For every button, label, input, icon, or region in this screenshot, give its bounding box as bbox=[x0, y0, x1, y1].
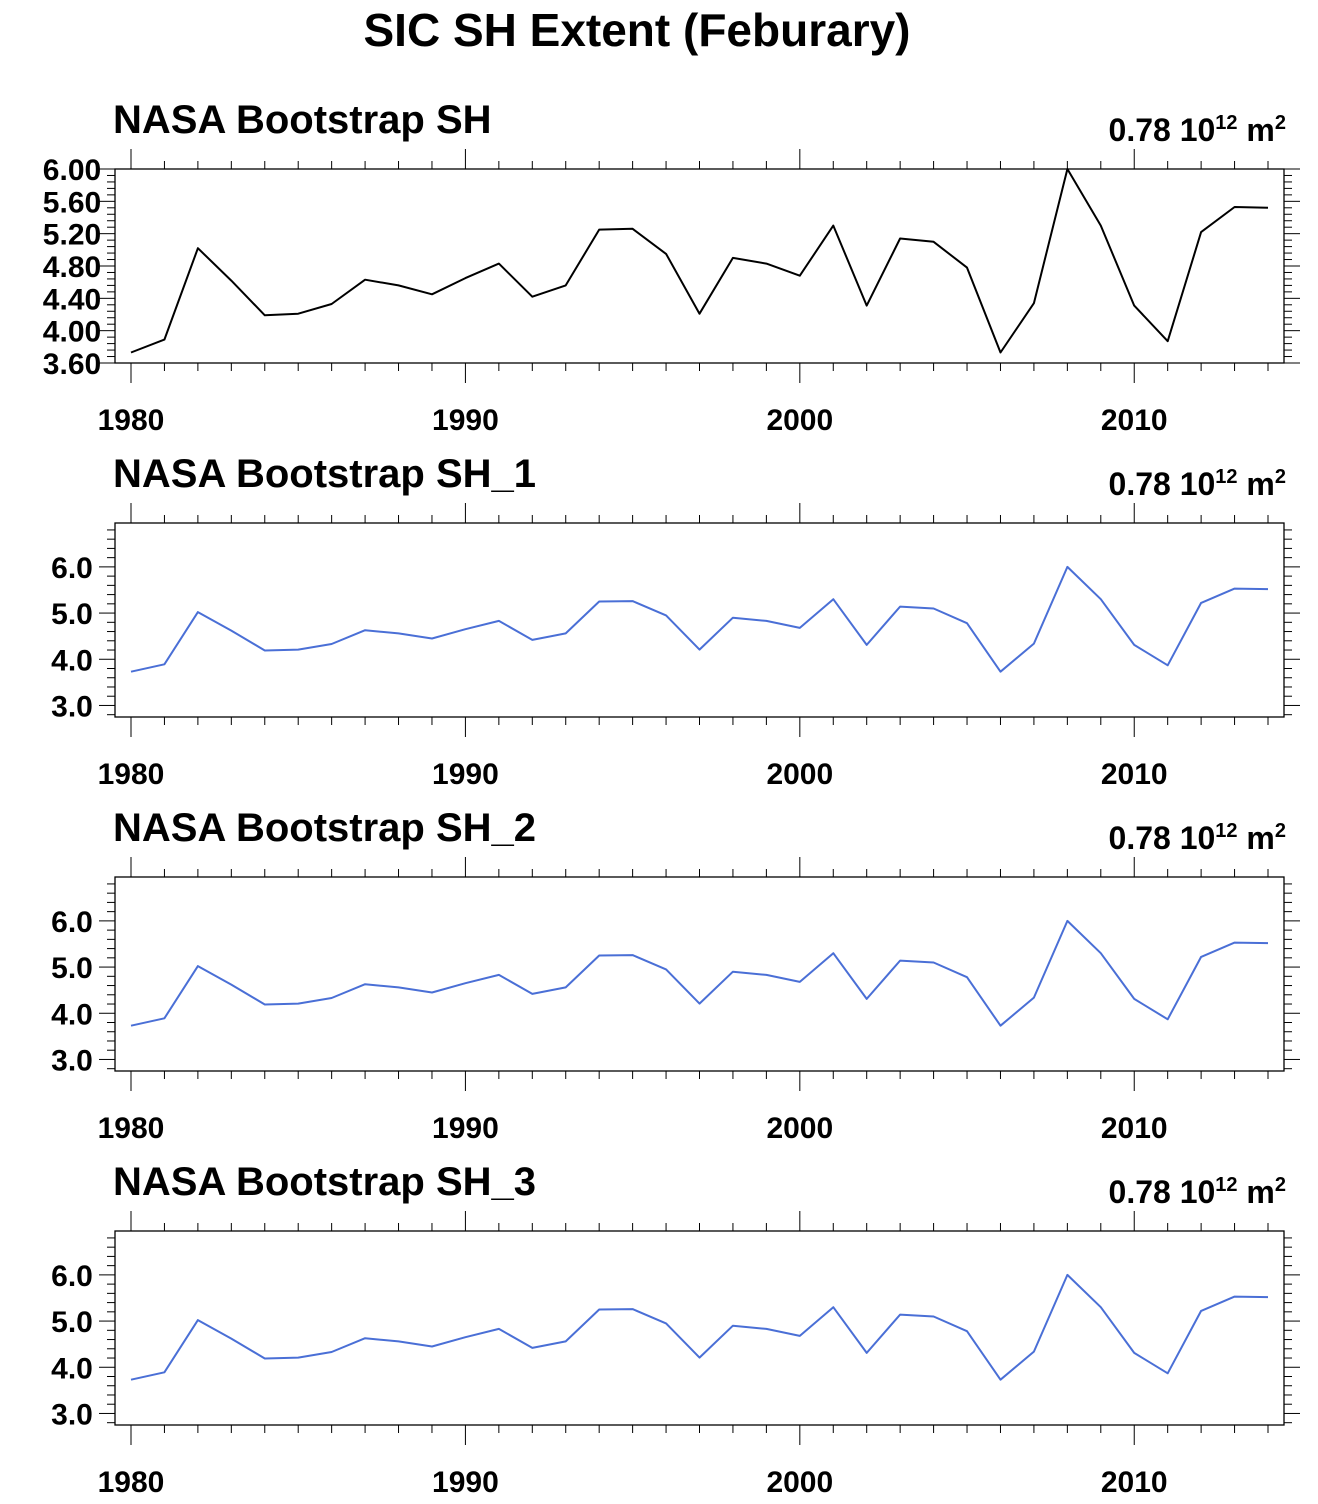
panels: NASA Bootstrap SH 0.78 1012 m2 1980 1990 200… bbox=[43, 98, 1300, 1499]
y-tick-label: 5.20 bbox=[43, 219, 101, 252]
y-tick-label: 4.00 bbox=[43, 316, 101, 349]
x-tick-label: 1990 bbox=[432, 758, 499, 791]
y-tick-label: 5.0 bbox=[51, 952, 93, 985]
x-tick-label: 2000 bbox=[766, 1466, 833, 1499]
panel-title: NASA Bootstrap SH_1 bbox=[113, 452, 536, 496]
x-tick-label: 1990 bbox=[432, 404, 499, 437]
x-tick-label: 1980 bbox=[98, 1466, 165, 1499]
y-tick-label: 3.0 bbox=[51, 1398, 93, 1431]
y-tick-label: 5.60 bbox=[43, 186, 101, 219]
panel-title: NASA Bootstrap SH_2 bbox=[113, 806, 536, 850]
x-tick-label: 1980 bbox=[98, 758, 165, 791]
x-tick-label: 1990 bbox=[432, 1466, 499, 1499]
y-tick-label: 4.80 bbox=[43, 251, 101, 284]
panel-units-annotation: 0.78 1012 m2 bbox=[1109, 466, 1286, 502]
plot-frame bbox=[114, 876, 1285, 1072]
y-tick-label: 6.0 bbox=[51, 1260, 93, 1293]
x-tick-label: 2010 bbox=[1101, 404, 1168, 437]
plot-frame bbox=[114, 1230, 1285, 1426]
x-tick-label: 2000 bbox=[766, 1112, 833, 1145]
panel-units-annotation: 0.78 1012 m2 bbox=[1109, 1174, 1286, 1210]
y-tick-label: 3.60 bbox=[43, 348, 101, 381]
y-tick-label: 6.00 bbox=[43, 154, 101, 187]
y-tick-label: 3.0 bbox=[51, 1044, 93, 1077]
panel-units-annotation: 0.78 1012 m2 bbox=[1109, 112, 1286, 148]
chart-panel-1: NASA Bootstrap SH 0.78 1012 m2 1980 1990 200… bbox=[43, 98, 1300, 437]
x-tick-label: 2000 bbox=[766, 404, 833, 437]
x-tick-label: 2010 bbox=[1101, 1466, 1168, 1499]
x-tick-label: 2000 bbox=[766, 758, 833, 791]
y-tick-label: 3.0 bbox=[51, 690, 93, 723]
panel-units-annotation: 0.78 1012 m2 bbox=[1109, 820, 1286, 856]
x-tick-label: 1980 bbox=[98, 404, 165, 437]
y-tick-label: 4.40 bbox=[43, 283, 101, 316]
chart-panel-4: NASA Bootstrap SH_3 0.78 1012 m2 1980 1990 2… bbox=[51, 1160, 1300, 1499]
x-tick-label: 1980 bbox=[98, 1112, 165, 1145]
y-tick-label: 4.0 bbox=[51, 998, 93, 1031]
y-tick-label: 5.0 bbox=[51, 598, 93, 631]
y-tick-label: 4.0 bbox=[51, 1352, 93, 1385]
y-tick-label: 5.0 bbox=[51, 1306, 93, 1339]
plot-frame bbox=[114, 168, 1285, 364]
plot-frame bbox=[114, 522, 1285, 718]
panel-title: NASA Bootstrap SH bbox=[113, 98, 492, 142]
series-line bbox=[130, 168, 1269, 354]
x-tick-label: 2010 bbox=[1101, 758, 1168, 791]
x-tick-label: 2010 bbox=[1101, 1112, 1168, 1145]
series-line bbox=[130, 1273, 1269, 1381]
y-tick-label: 6.0 bbox=[51, 552, 93, 585]
figure-title: SIC SH Extent (Feburary) bbox=[364, 4, 911, 56]
chart-panel-2: NASA Bootstrap SH_1 0.78 1012 m2 1980 1990 2… bbox=[51, 452, 1300, 791]
panel-title: NASA Bootstrap SH_3 bbox=[113, 1160, 536, 1204]
series-line bbox=[130, 565, 1269, 673]
y-tick-label: 4.0 bbox=[51, 644, 93, 677]
series-line bbox=[130, 919, 1269, 1027]
x-tick-label: 1990 bbox=[432, 1112, 499, 1145]
chart-panel-3: NASA Bootstrap SH_2 0.78 1012 m2 1980 1990 2… bbox=[51, 806, 1300, 1145]
y-tick-label: 6.0 bbox=[51, 906, 93, 939]
